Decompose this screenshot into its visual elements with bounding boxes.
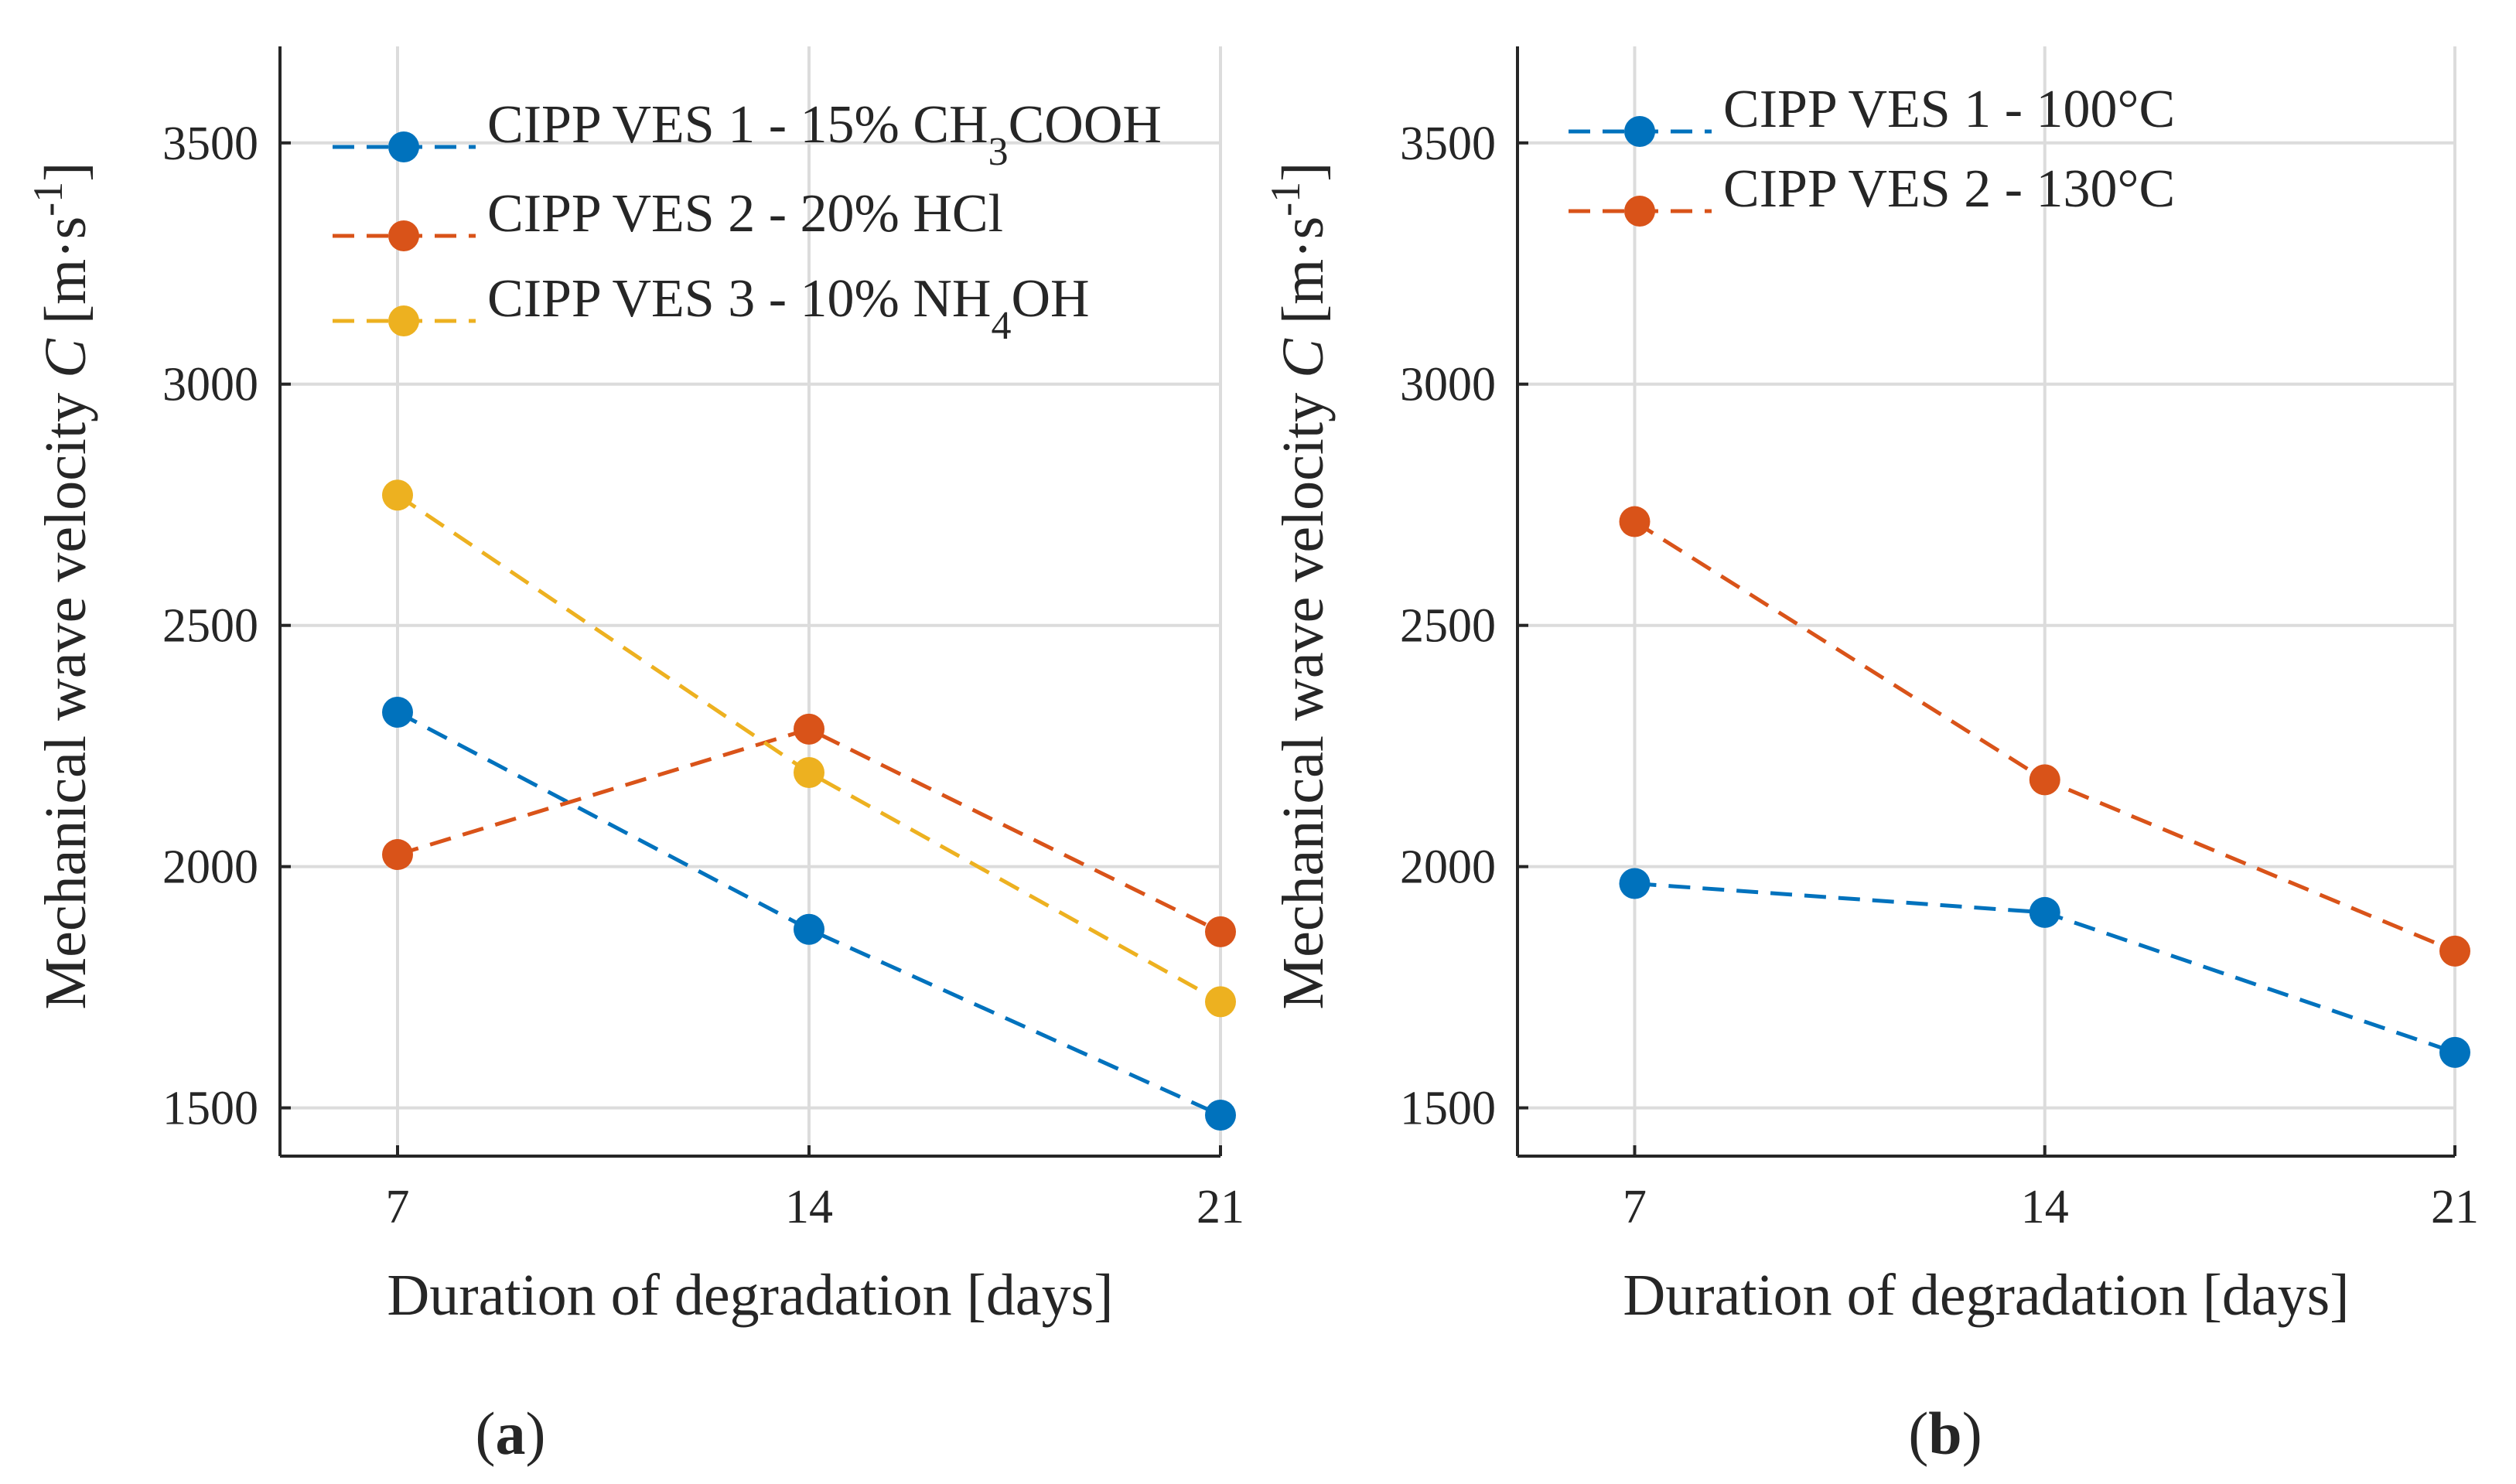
data-point-series-1: [794, 913, 824, 945]
y-tick-label: 2000: [1400, 841, 1496, 894]
legend-marker: [388, 305, 419, 336]
legend-entry-2: CIPP VES 2 - 20% HCl: [487, 184, 1003, 244]
y-tick-label: 2000: [162, 841, 258, 894]
chart-panel-a: 1500 2000 2500 3000 3500 7 14 21 Duration of deg…: [25, 46, 1244, 1467]
x-tick-label: 14: [785, 1181, 833, 1233]
x-tick-label: 21: [2431, 1181, 2479, 1233]
y-tick-label: 3000: [162, 359, 258, 411]
x-tick-label: 7: [1623, 1181, 1647, 1233]
legend-entry-1: CIPP VES 1 - 15% CH3COOH: [487, 95, 1162, 174]
x-axis-label: Duration of degradation [days]: [1623, 1263, 2349, 1328]
y-axis-label: Mechanical wave velocity C [m·s-1]: [25, 162, 98, 1010]
x-tick-label: 14: [2021, 1181, 2069, 1233]
chart-panel-b: 1500 2000 2500 3000 3500 7 14 21 Duration of deg…: [1262, 46, 2479, 1467]
series-line-2: [397, 727, 1222, 934]
data-point-series-2: [2029, 764, 2060, 796]
y-tick-label: 3000: [1400, 359, 1496, 411]
data-point-series-3: [794, 756, 824, 788]
x-tick-label: 7: [386, 1181, 410, 1233]
legend: CIPP VES 1 - 15% CH3COOH CIPP VES 2 - 20%…: [333, 95, 1162, 348]
y-tick-label: 1500: [1400, 1083, 1496, 1135]
panel-label: (b): [1908, 1400, 1982, 1467]
data-point-series-3: [382, 479, 413, 511]
legend-entry-3: CIPP VES 3 - 10% NH4OH: [487, 269, 1090, 348]
legend-marker: [388, 220, 419, 251]
data-point-series-1: [2439, 1036, 2470, 1068]
y-tick-label: 2500: [1400, 600, 1496, 653]
series-line-1: [396, 710, 1222, 1117]
data-point-series-1: [1619, 868, 1651, 899]
panel-label: (a): [476, 1400, 546, 1467]
y-tick-label: 3500: [1400, 118, 1496, 170]
legend-entry-1: CIPP VES 1 - 100°C: [1723, 80, 2175, 139]
data-point-series-1: [1205, 1099, 1236, 1131]
legend-marker: [1624, 196, 1655, 227]
data-point-series-2: [794, 713, 824, 745]
x-tick-label: 21: [1197, 1181, 1244, 1233]
legend-marker: [1624, 116, 1655, 147]
x-axis-label: Duration of degradation [days]: [387, 1263, 1113, 1328]
legend: CIPP VES 1 - 100°C CIPP VES 2 - 130°C: [1569, 80, 2175, 227]
data-point-series-2: [382, 839, 413, 871]
data-point-series-2: [2439, 935, 2470, 967]
data-point-series-1: [382, 697, 413, 728]
y-tick-label: 2500: [162, 600, 258, 653]
data-point-series-2: [1619, 506, 1651, 537]
data-point-series-2: [1205, 916, 1236, 947]
legend-marker: [388, 131, 419, 162]
y-tick-label: 3500: [162, 118, 258, 170]
legend-entry-2: CIPP VES 2 - 130°C: [1723, 159, 2175, 219]
y-axis-label: Mechanical wave velocity C [m·s-1]: [1262, 162, 1336, 1010]
data-point-series-3: [1205, 986, 1236, 1018]
y-tick-label: 1500: [162, 1083, 258, 1135]
data-point-series-1: [2029, 896, 2060, 928]
